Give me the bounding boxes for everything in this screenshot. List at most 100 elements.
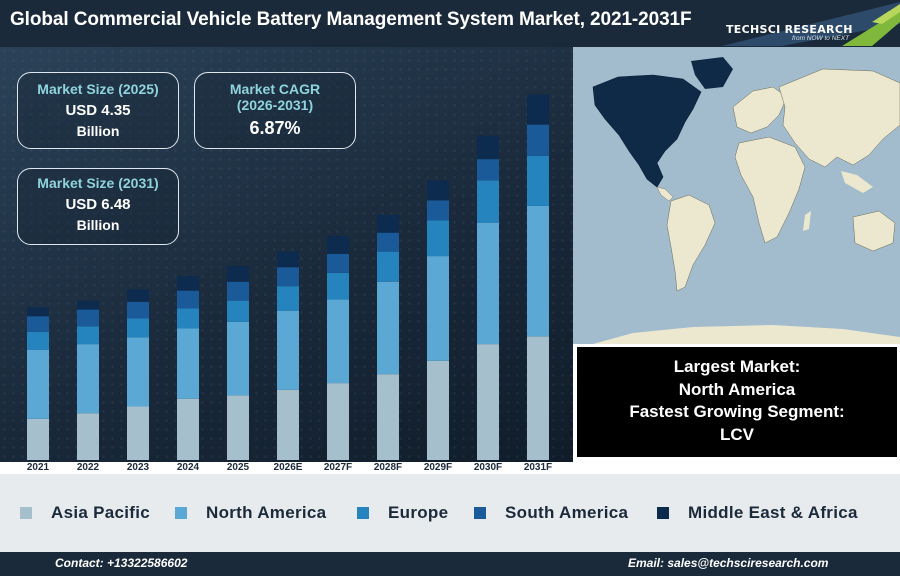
legend-label: Asia Pacific — [51, 503, 151, 522]
map-madagascar — [803, 211, 811, 231]
bar-segment-middle-east-africa-2031f — [527, 94, 549, 125]
bar-segment-north-america-2026e — [277, 310, 299, 390]
x-tick-label: 2025 — [226, 462, 250, 473]
kpi-label-range: (2026-2031) — [236, 97, 314, 113]
bar-segment-europe-2025 — [227, 300, 249, 322]
bar-segment-europe-2021 — [27, 331, 49, 350]
bar-segment-asia-pacific-2024 — [177, 398, 199, 460]
bar-segment-middle-east-africa-2022 — [77, 300, 99, 310]
bar-segment-asia-pacific-2021 — [27, 418, 49, 460]
bar-segment-asia-pacific-2022 — [77, 413, 99, 460]
x-axis-labels: 2021 2022 2023 2024 2025 2026E 2027F 2028F 2029F… — [0, 462, 573, 474]
bar-segment-asia-pacific-2029f — [427, 360, 449, 460]
map-central-america — [656, 186, 674, 202]
legend-swatch — [474, 507, 486, 519]
map-antarctica — [593, 325, 900, 344]
kpi-label: Market Size (2031) — [37, 175, 159, 191]
bar-segment-south-america-2031f — [527, 124, 549, 156]
bar-segment-north-america-2031f — [527, 205, 549, 337]
map-europe — [732, 86, 788, 134]
bar-segment-europe-2030f — [477, 180, 499, 223]
bar-segment-south-america-2029f — [427, 200, 449, 221]
bar-segment-middle-east-africa-2029f — [427, 180, 449, 201]
bar-segment-asia-pacific-2026e — [277, 389, 299, 460]
bar-segment-europe-2028f — [377, 251, 399, 282]
map-southeast-asia — [841, 171, 873, 193]
kpi-market-size-2025: Market Size (2025) USD 4.35 Billion — [17, 72, 179, 149]
kpi-label: Market Size (2025) — [37, 81, 159, 97]
bar-segment-middle-east-africa-2023 — [127, 289, 149, 302]
world-map — [573, 47, 900, 344]
bar-segment-asia-pacific-2030f — [477, 344, 499, 460]
footer-bar: Contact: +13322586602 Email: sales@techs… — [0, 552, 900, 576]
contact-phone: Contact: +13322586602 — [55, 556, 188, 570]
page-title: Global Commercial Vehicle Battery Manage… — [10, 9, 692, 30]
bar-segment-north-america-2021 — [27, 349, 49, 419]
highlights-box: Largest Market: North America Fastest Gr… — [575, 345, 899, 459]
bar-segment-south-america-2027f — [327, 253, 349, 273]
legend-item-asia-pacific: Asia Pacific — [20, 503, 150, 523]
logo-tagline: from NOW to NEXT — [792, 35, 850, 42]
header-bar: Global Commercial Vehicle Battery Manage… — [0, 0, 900, 47]
legend-swatch — [175, 507, 187, 519]
logo-wordmark: TECHSCI RESEARCH — [726, 23, 853, 36]
x-tick-label: 2024 — [176, 462, 200, 473]
x-tick-label: 2031F — [523, 462, 553, 473]
legend-label: Europe — [388, 503, 449, 522]
bar-segment-south-america-2023 — [127, 301, 149, 319]
legend-swatch — [657, 507, 669, 519]
bar-segment-asia-pacific-2027f — [327, 383, 349, 460]
bar-segment-south-america-2026e — [277, 267, 299, 287]
largest-market-label: Largest Market: — [673, 357, 801, 376]
stacked-bar-chart — [27, 94, 549, 460]
x-tick-label: 2022 — [76, 462, 100, 473]
map-south-america — [666, 194, 716, 292]
legend-label: South America — [505, 503, 629, 522]
map-greenland — [691, 57, 733, 89]
chart-panel: Market Size (2025) USD 4.35 Billion Mark… — [0, 47, 573, 462]
bar-segment-middle-east-africa-2028f — [377, 214, 399, 233]
map-africa — [734, 136, 806, 244]
bar-segment-asia-pacific-2028f — [377, 374, 399, 460]
bar-segment-middle-east-africa-2026e — [277, 251, 299, 268]
x-tick-label: 2021 — [26, 462, 50, 473]
chart-legend: Asia Pacific North America Europe South … — [0, 474, 900, 552]
bar-segment-north-america-2024 — [177, 328, 199, 399]
bar-segment-asia-pacific-2025 — [227, 395, 249, 460]
bar-segment-south-america-2024 — [177, 290, 199, 309]
x-tick-label: 2029F — [423, 462, 453, 473]
bar-segment-middle-east-africa-2021 — [27, 307, 49, 317]
bar-segment-south-america-2030f — [477, 159, 499, 181]
bar-segment-middle-east-africa-2024 — [177, 276, 199, 291]
logo-swoosh-icon — [722, 2, 900, 46]
bar-segment-europe-2024 — [177, 308, 199, 329]
legend-item-south-america: South America — [474, 503, 628, 523]
bar-segment-europe-2022 — [77, 326, 99, 345]
legend-label: North America — [206, 503, 327, 522]
fastest-segment-label: Fastest Growing Segment: — [629, 402, 845, 421]
legend-swatch — [357, 507, 369, 519]
bar-segment-north-america-2030f — [477, 222, 499, 345]
x-tick-label: 2027F — [323, 462, 353, 473]
fastest-segment-value: LCV — [720, 424, 754, 444]
bar-segment-north-america-2028f — [377, 281, 399, 375]
kpi-unit: Billion — [76, 217, 120, 233]
bar-segment-north-america-2022 — [77, 344, 99, 414]
bar-segment-europe-2026e — [277, 286, 299, 311]
bar-segment-middle-east-africa-2025 — [227, 266, 249, 282]
bar-segment-asia-pacific-2031f — [527, 336, 549, 460]
bar-segment-middle-east-africa-2027f — [327, 236, 349, 254]
x-tick-label: 2030F — [473, 462, 503, 473]
bar-segment-middle-east-africa-2030f — [477, 135, 499, 160]
bar-segment-north-america-2029f — [427, 256, 449, 361]
kpi-value: USD 6.48 — [65, 196, 131, 213]
world-map-graphic — [592, 57, 900, 344]
map-asia — [778, 68, 900, 168]
x-tick-label: 2028F — [373, 462, 403, 473]
legend-item-middle-east-africa: Middle East & Africa — [657, 503, 858, 523]
kpi-market-size-2031: Market Size (2031) USD 6.48 Billion — [17, 168, 179, 245]
bar-segment-europe-2031f — [527, 155, 549, 206]
bar-segment-north-america-2027f — [327, 299, 349, 384]
legend-swatch — [20, 507, 32, 519]
kpi-label: Market CAGR — [229, 81, 321, 97]
